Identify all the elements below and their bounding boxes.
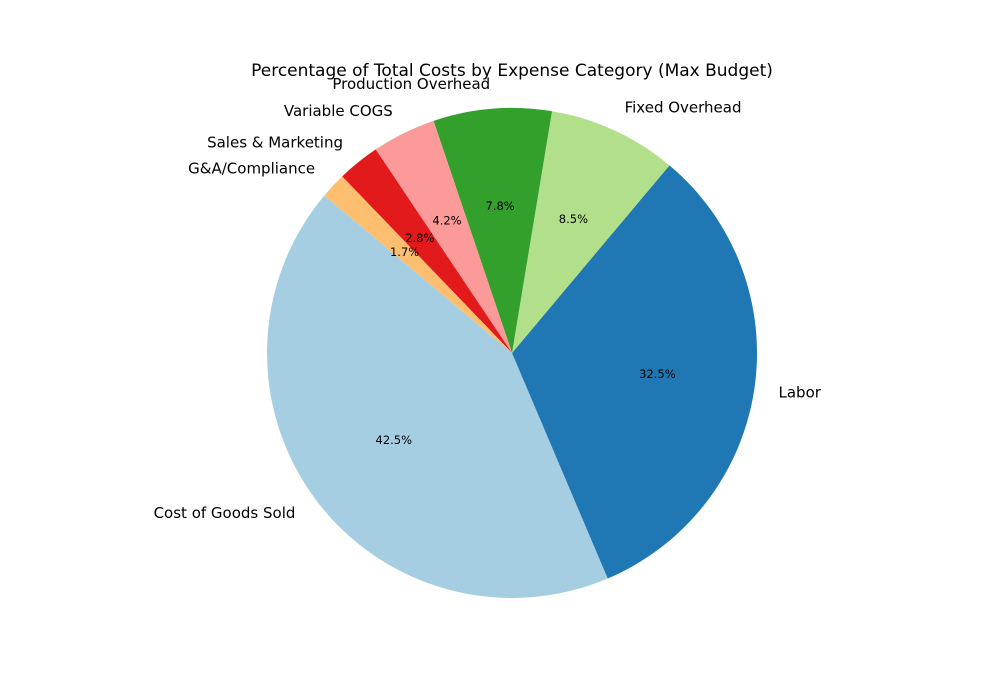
percent-label-production-overhead: 7.8% <box>485 199 514 213</box>
category-label-fixed-overhead: Fixed Overhead <box>625 99 742 117</box>
category-label-labor: Labor <box>779 383 822 401</box>
category-label-cost-of-goods-sold: Cost of Goods Sold <box>154 504 296 522</box>
category-label-sales-and-marketing: Sales & Marketing <box>207 134 343 152</box>
category-label-ganda-compliance: G&A/Compliance <box>188 160 315 178</box>
percent-label-variable-cogs: 4.2% <box>432 214 461 228</box>
percent-label-cost-of-goods-sold: 42.5% <box>376 433 413 447</box>
pie-slice-sales-and-marketing <box>342 149 512 353</box>
percent-label-sales-and-marketing: 2.8% <box>405 231 434 245</box>
category-label-variable-cogs: Variable COGS <box>284 102 393 120</box>
pie-slice-variable-cogs <box>375 120 512 353</box>
percent-label-labor: 32.5% <box>639 367 676 381</box>
pie-labels: Cost of Goods Sold 42.5% Labor 32.5% Fixed O… <box>154 75 822 522</box>
chart-title: Percentage of Total Costs by Expense Cat… <box>251 61 773 81</box>
percent-label-ganda-compliance: 1.7% <box>390 245 419 259</box>
category-label-production-overhead: Production Overhead <box>332 75 490 93</box>
pie-slice-fixed-overhead <box>512 111 670 353</box>
pie-slice-production-overhead <box>433 108 553 354</box>
pie-slices <box>267 108 757 598</box>
percent-label-fixed-overhead: 8.5% <box>559 212 588 226</box>
pie-slice-cost-of-goods-sold <box>267 195 608 598</box>
pie-slice-ganda-compliance <box>324 176 512 353</box>
pie-slice-labor <box>512 165 757 579</box>
